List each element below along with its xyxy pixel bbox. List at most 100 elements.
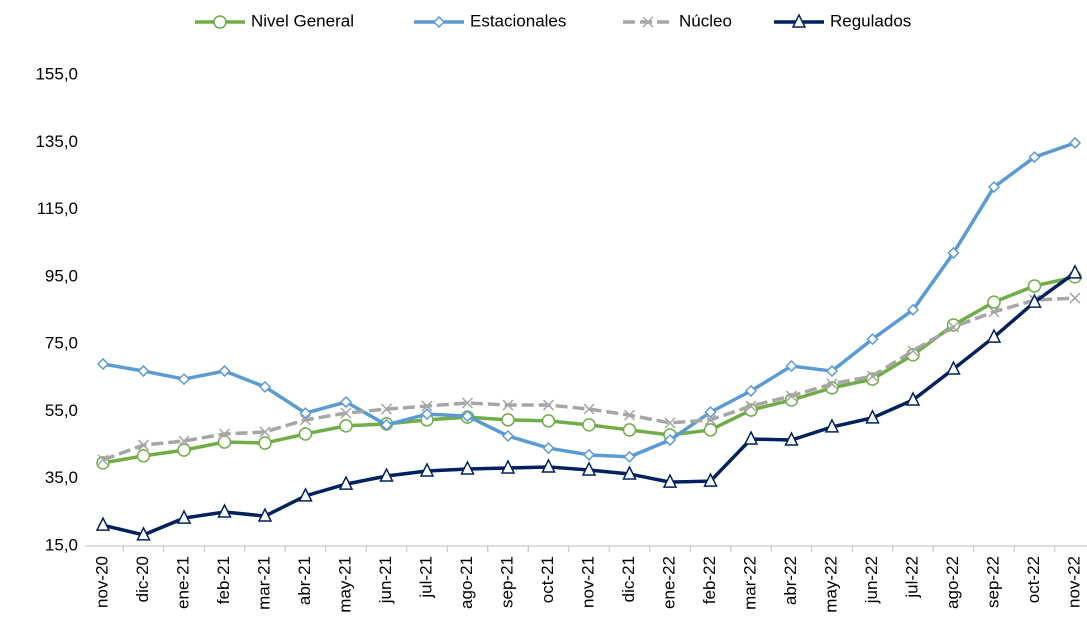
marker	[501, 429, 515, 443]
y-tick-label: 155,0	[35, 64, 78, 83]
marker	[583, 403, 595, 415]
marker	[96, 357, 110, 371]
marker	[298, 487, 313, 502]
x-tick-label: ago-22	[943, 556, 962, 609]
marker	[338, 475, 354, 490]
marker	[259, 426, 271, 438]
line	[102, 275, 1076, 465]
legend-label: Nivel General	[251, 11, 354, 30]
marker	[744, 384, 758, 397]
marker	[947, 246, 960, 260]
marker	[502, 399, 514, 411]
marker	[622, 423, 637, 437]
marker	[582, 418, 596, 432]
marker	[1067, 264, 1083, 279]
marker	[1028, 151, 1041, 164]
legend-marker	[432, 15, 446, 29]
x-tick-label: jun-21	[376, 556, 395, 604]
marker	[501, 413, 515, 427]
marker	[217, 435, 232, 449]
x-tick-label: oct-21	[538, 556, 557, 603]
x-tick-label: mar-22	[740, 556, 759, 610]
y-tick-label: 75,0	[45, 334, 78, 353]
marker	[623, 409, 636, 421]
legend-label: Estacionales	[470, 11, 566, 30]
marker	[622, 465, 637, 480]
y-tick-label: 15,0	[45, 535, 78, 554]
legend-label: Núcleo	[679, 11, 732, 30]
y-tick-label: 135,0	[35, 132, 78, 151]
marker	[623, 450, 636, 463]
marker	[906, 303, 920, 316]
x-tick-label: feb-21	[214, 556, 233, 604]
marker	[461, 410, 474, 423]
marker	[866, 370, 879, 382]
marker	[218, 364, 231, 378]
x-tick-label: nov-22	[1064, 556, 1083, 608]
marker	[784, 431, 799, 446]
y-tick-label: 35,0	[45, 468, 78, 487]
marker	[258, 380, 272, 393]
marker	[299, 414, 312, 426]
marker	[137, 364, 150, 378]
x-tick-label: jun-22	[862, 556, 881, 604]
y-tick-label: 55,0	[45, 401, 78, 420]
x-tick-label: mar-21	[254, 556, 273, 610]
marker	[298, 427, 313, 441]
x-tick-label: may-21	[335, 556, 354, 613]
marker	[340, 407, 352, 419]
legend-marker	[213, 15, 227, 29]
marker	[785, 359, 798, 373]
marker	[339, 395, 353, 409]
y-tick-label: 115,0	[37, 199, 78, 218]
marker	[582, 448, 596, 461]
x-tick-label: ene-22	[659, 556, 678, 609]
marker	[745, 400, 757, 412]
marker	[703, 423, 718, 437]
marker	[703, 472, 718, 487]
x-tick-label: nov-20	[92, 556, 111, 608]
marker	[664, 417, 676, 429]
marker	[824, 418, 840, 433]
marker	[218, 428, 231, 440]
x-tick-label: abr-21	[295, 556, 314, 605]
marker	[704, 414, 717, 426]
marker	[581, 461, 597, 476]
marker	[95, 516, 111, 531]
x-tick-label: abr-22	[781, 556, 800, 605]
marker	[97, 454, 109, 466]
marker	[420, 408, 434, 421]
marker	[419, 462, 435, 477]
marker	[866, 333, 879, 346]
legend-marker	[791, 13, 807, 28]
marker	[784, 393, 799, 407]
marker	[541, 458, 556, 473]
marker	[541, 414, 556, 428]
x-tick-label: ene-21	[173, 556, 192, 609]
marker	[500, 459, 516, 474]
x-tick-label: dic-21	[619, 556, 638, 602]
marker	[542, 442, 555, 455]
marker	[542, 399, 555, 411]
marker	[258, 436, 272, 450]
marker	[176, 509, 192, 524]
marker	[177, 443, 191, 457]
x-tick-label: nov-21	[578, 556, 597, 608]
marker	[136, 449, 151, 463]
x-tick-label: sep-22	[983, 556, 1002, 608]
marker	[1027, 293, 1042, 308]
marker	[946, 360, 961, 375]
marker	[379, 467, 394, 482]
marker	[1069, 292, 1081, 304]
marker	[662, 473, 678, 488]
marker	[704, 406, 717, 419]
marker	[826, 378, 838, 390]
legend-marker	[642, 16, 654, 28]
marker	[987, 180, 1001, 194]
marker	[865, 409, 880, 424]
x-tick-label: feb-22	[700, 556, 719, 604]
x-tick-label: jul-21	[416, 556, 435, 599]
x-tick-label: dic-20	[133, 556, 152, 602]
marker	[460, 460, 475, 475]
